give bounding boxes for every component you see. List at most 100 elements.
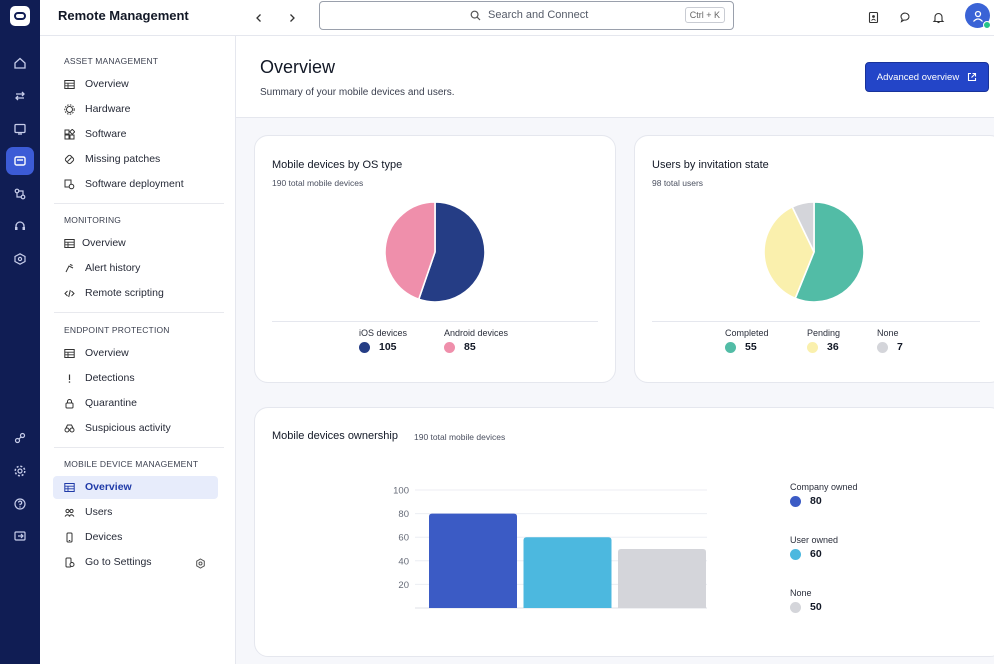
- page-subtitle: Summary of your mobile devices and users…: [260, 87, 455, 98]
- sidebar-item-remote-scripting[interactable]: Remote scripting: [53, 282, 218, 305]
- legend-swatch: [359, 341, 370, 353]
- sidebar-item-go-to-settings[interactable]: Go to Settings: [53, 551, 218, 574]
- y-tick-label: 100: [393, 486, 409, 497]
- alert-icon: [63, 262, 76, 275]
- gear-icon: [195, 556, 206, 574]
- shield-settings-icon[interactable]: [6, 245, 34, 273]
- user-icon: [972, 10, 983, 22]
- sidebar-item-suspicious-activity[interactable]: Suspicious activity: [53, 417, 218, 440]
- y-tick-label: 40: [398, 556, 409, 567]
- integrations-icon[interactable]: [6, 424, 34, 452]
- sidebar-item-quarantine[interactable]: Quarantine: [53, 392, 218, 415]
- section-heading-monitoring: MONITORING: [64, 215, 122, 225]
- table-icon: [63, 347, 76, 360]
- phone-icon: [63, 531, 76, 544]
- legend-item-completed: Completed 55: [725, 328, 769, 353]
- legend-label: Pending: [807, 328, 841, 338]
- sidebar-item-devices[interactable]: Devices: [53, 526, 218, 549]
- legend-item-user-owned: User owned 60: [790, 535, 838, 560]
- search-input[interactable]: Search and Connect Ctrl + K: [319, 1, 734, 30]
- section-divider: [54, 447, 224, 448]
- sidebar-item-monitoring-overview[interactable]: Overview: [53, 232, 218, 255]
- sidebar-item-asset-overview[interactable]: Overview: [53, 73, 218, 96]
- sidebar-item-missing-patches[interactable]: Missing patches: [53, 148, 218, 171]
- sidebar-item-software-deployment[interactable]: Software deployment: [53, 173, 218, 196]
- legend-label: None: [790, 588, 812, 598]
- pie-slice-completed[interactable]: [794, 201, 865, 303]
- sidebar-item-mdm-overview[interactable]: Overview: [53, 476, 218, 499]
- sidebar-item-hardware[interactable]: Hardware: [53, 98, 218, 121]
- legend-item-pending: Pending 36: [807, 328, 840, 353]
- legend-label: Company owned: [790, 482, 858, 492]
- sidebar-item-software[interactable]: Software: [53, 123, 218, 146]
- advanced-overview-button[interactable]: Advanced overview: [865, 62, 989, 92]
- legend-label: None: [877, 328, 899, 338]
- app-title: Remote Management: [58, 8, 189, 23]
- legend-value: 80: [810, 495, 822, 507]
- legend-swatch: [790, 548, 801, 560]
- code-icon: [63, 287, 76, 300]
- transfer-arrows-icon[interactable]: [6, 82, 34, 110]
- collapse-panel-icon[interactable]: [6, 522, 34, 550]
- remote-management-icon[interactable]: [6, 147, 34, 175]
- sidebar-item-label: Software: [85, 128, 127, 140]
- legend-value: 36: [827, 341, 839, 353]
- card-title: Mobile devices by OS type: [272, 159, 403, 171]
- sidebar-item-users[interactable]: Users: [53, 501, 218, 524]
- help-icon[interactable]: [6, 490, 34, 518]
- top-bar: Remote Management Search and Connect Ctr…: [40, 0, 994, 36]
- os-pie-chart: [384, 201, 486, 303]
- bar-company-owned[interactable]: [429, 513, 517, 608]
- ownership-bar-chart: 20 40 60 80 100: [393, 486, 707, 609]
- sidebar-item-detections[interactable]: Detections: [53, 367, 218, 390]
- pie-slice-android-devices[interactable]: [384, 201, 436, 301]
- table-icon: [63, 78, 76, 91]
- legend-value: 85: [464, 341, 476, 353]
- teamviewer-logo-icon[interactable]: [10, 6, 30, 26]
- search-shortcut: Ctrl + K: [684, 7, 725, 23]
- sidebar-item-alert-history[interactable]: Alert history: [53, 257, 218, 280]
- online-status-dot: [983, 21, 991, 29]
- legend-value: 105: [379, 341, 397, 353]
- section-divider: [54, 203, 224, 204]
- forward-arrow-icon[interactable]: [282, 8, 302, 28]
- sidebar-item-label: Overview: [85, 347, 129, 359]
- devices-icon[interactable]: [6, 115, 34, 143]
- bar-user-owned[interactable]: [523, 537, 612, 608]
- search-icon: [470, 10, 481, 20]
- bar-none[interactable]: [618, 549, 706, 608]
- user-avatar[interactable]: [965, 3, 991, 29]
- users-icon: [63, 506, 76, 519]
- home-icon[interactable]: [6, 49, 34, 77]
- back-arrow-icon[interactable]: [249, 8, 269, 28]
- app-rail: [0, 0, 40, 664]
- advanced-overview-label: Advanced overview: [876, 71, 960, 83]
- chip-icon: [63, 103, 76, 116]
- legend-value: 60: [810, 548, 822, 560]
- sidebar-item-label: Hardware: [85, 103, 131, 115]
- y-tick-label: 20: [398, 580, 409, 591]
- section-heading-asset-management: ASSET MANAGEMENT: [64, 56, 159, 66]
- legend-swatch: [444, 341, 455, 353]
- deploy-icon: [63, 178, 76, 191]
- table-icon: [63, 237, 76, 250]
- support-headset-icon[interactable]: [6, 212, 34, 240]
- pie-slice-pending[interactable]: [763, 205, 815, 300]
- contact-card-icon[interactable]: [863, 7, 883, 27]
- gear-icon[interactable]: [6, 457, 34, 485]
- apps-icon: [63, 128, 76, 141]
- y-tick-label: 80: [398, 509, 409, 520]
- invitation-state-card: Users by invitation state 98 total users…: [634, 135, 994, 383]
- exclamation-icon: [63, 372, 76, 385]
- legend-value: 7: [897, 341, 903, 353]
- bell-icon[interactable]: [928, 7, 948, 27]
- workflow-icon[interactable]: [6, 180, 34, 208]
- legend-swatch: [877, 341, 888, 353]
- chat-icon[interactable]: [896, 7, 916, 27]
- sidebar-item-endpoint-overview[interactable]: Overview: [53, 342, 218, 365]
- table-icon: [63, 481, 76, 494]
- pie-slice-none[interactable]: [791, 201, 815, 253]
- sidebar-item-label: Suspicious activity: [85, 422, 171, 434]
- lock-icon: [63, 397, 76, 410]
- legend-label: User owned: [790, 535, 839, 545]
